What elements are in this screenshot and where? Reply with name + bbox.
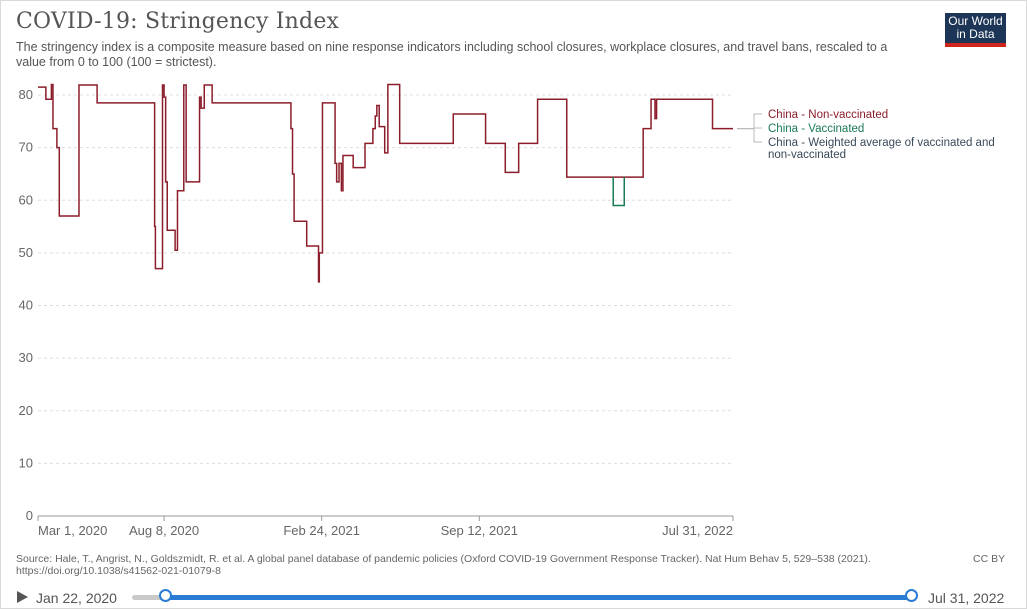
x-tick-label-3: Sep 12, 2021 (441, 523, 518, 538)
timeline: Jan 22, 2020 Jul 31, 2022 (0, 585, 1027, 609)
play-icon[interactable] (17, 591, 28, 603)
series-lines (38, 83, 733, 283)
y-axis-tick-labels: 0 10 20 30 40 50 60 70 80 (19, 87, 33, 523)
source-citation: Source: Hale, T., Angrist, N., Goldszmid… (16, 553, 871, 565)
timeline-end-handle[interactable] (905, 589, 918, 602)
x-tick-label-4: Jul 31, 2022 (662, 523, 733, 538)
y-tick-label-30: 30 (19, 350, 33, 365)
y-tick-label-60: 60 (19, 192, 33, 207)
legend-entry-2[interactable]: China - Weighted average of vaccinated a… (768, 137, 995, 161)
y-tick-label-40: 40 (19, 298, 33, 313)
legend-entry-0[interactable]: China - Non-vaccinated (768, 109, 888, 121)
x-tick-label-1: Aug 8, 2020 (129, 523, 199, 538)
legend-entry-1[interactable]: China - Vaccinated (768, 123, 864, 135)
legend-connector-2 (737, 128, 762, 143)
line-chart: 0 10 20 30 40 50 60 70 80 Mar 1, 2020 Aug 8, 2020… (19, 83, 995, 538)
x-axis-tick-labels: Mar 1, 2020 Aug 8, 2020 Feb 24, 2021 Sep 12… (37, 516, 734, 538)
legend-connector-0 (737, 113, 762, 130)
y-tick-label-70: 70 (19, 140, 33, 155)
timeline-start-label: Jan 22, 2020 (36, 590, 117, 606)
owid-logo[interactable]: Our World in Data (945, 13, 1006, 47)
y-tick-label-80: 80 (19, 87, 33, 102)
chart-title: COVID-19: Stringency Index (16, 9, 340, 34)
legend: China - Non-vaccinated China - Vaccinated… (737, 109, 995, 161)
source-note: Source: Hale, T., Angrist, N., Goldszmid… (16, 553, 916, 577)
timeline-end-label: Jul 31, 2022 (928, 590, 1005, 606)
x-tick-label-2: Feb 24, 2021 (283, 523, 360, 538)
logo-line-1: Our World (948, 14, 1003, 28)
y-tick-label-20: 20 (19, 403, 33, 418)
timeline-start-handle[interactable] (159, 589, 172, 602)
x-tick-label-0: Mar 1, 2020 (38, 523, 107, 538)
y-tick-label-0: 0 (26, 508, 33, 523)
source-doi[interactable]: https://doi.org/10.1038/s41562-021-01079… (16, 565, 221, 577)
logo-line-2: in Data (956, 26, 995, 41)
chart-subtitle: The stringency index is a composite meas… (16, 40, 888, 69)
license-link[interactable]: CC BY (973, 553, 1006, 565)
gridlines (38, 94, 733, 517)
series-line-1[interactable] (612, 177, 626, 207)
series-line-0[interactable] (38, 83, 733, 283)
y-tick-label-50: 50 (19, 245, 33, 260)
timeline-selected-range (166, 595, 912, 600)
y-tick-label-10: 10 (19, 455, 33, 470)
